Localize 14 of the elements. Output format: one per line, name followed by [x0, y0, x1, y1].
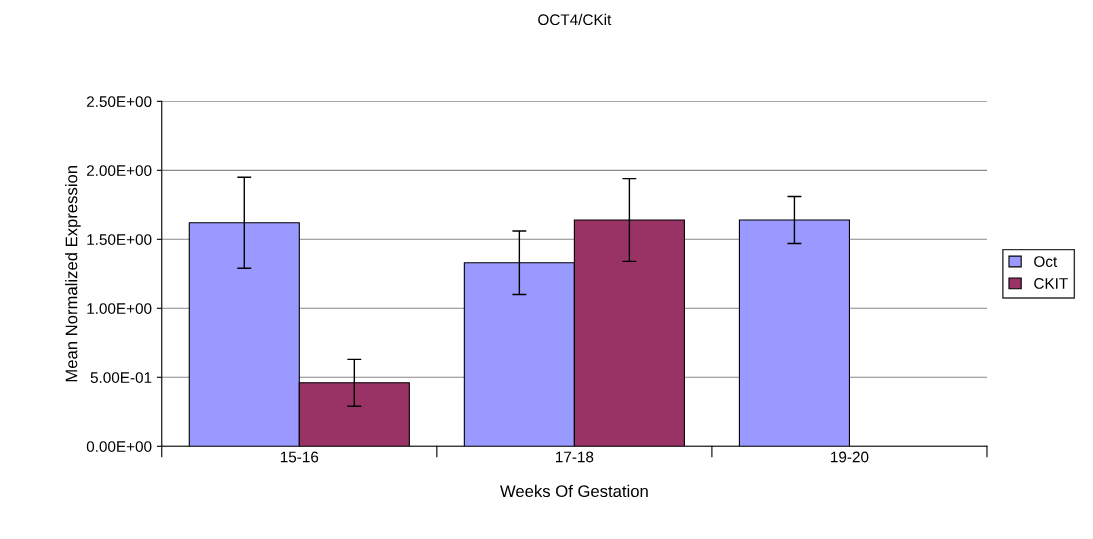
- y-tick-label: 5.00E-01: [90, 372, 152, 383]
- y-tick-label: 2.00E+00: [86, 165, 152, 177]
- y-tick-label: 1.00E+00: [87, 303, 152, 314]
- y-tick-label: 2.50E+00: [86, 96, 152, 108]
- x-axis-title: Weeks Of Gestation: [500, 484, 648, 498]
- x-tick-label: 17-18: [556, 451, 594, 463]
- x-tick-label: 15-16: [280, 451, 319, 463]
- y-tick-label: 1.50E+00: [87, 234, 152, 245]
- legend-label: Oct: [1034, 256, 1058, 267]
- legend-label: CKIT: [1034, 278, 1068, 289]
- x-tick-label: 19-20: [831, 451, 869, 463]
- y-tick-label: 0.00E+00: [86, 441, 152, 452]
- chart-title: OCT4/CKit: [538, 13, 612, 26]
- y-axis-title: Mean Normalized Expression: [65, 166, 81, 382]
